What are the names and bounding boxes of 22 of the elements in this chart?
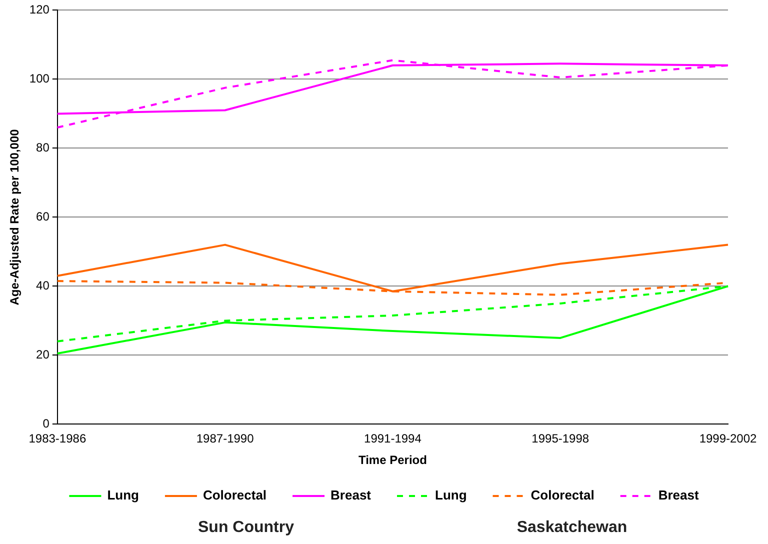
legend-label: Colorectal: [202, 488, 267, 503]
x-tick-label: 1995-1998: [532, 432, 590, 446]
legend-label: Lung: [435, 488, 467, 503]
y-tick-label: 40: [36, 278, 50, 293]
y-tick-label: 100: [29, 72, 50, 86]
text: Saskatchewan: [516, 519, 628, 537]
x-tick-label: 1987-1990: [196, 432, 254, 446]
legend-label: Breast: [330, 488, 372, 503]
y-tick-label: 120: [29, 2, 50, 17]
y-tick-label: 0: [42, 416, 50, 431]
y-axis-title: Age-Adjusted Rate per 100,000: [8, 128, 22, 306]
legend-label: Colorectal: [530, 488, 594, 503]
y-tick-label: 20: [36, 348, 50, 362]
legend-label: Breast: [658, 488, 700, 503]
x-axis-title: Time Period: [358, 453, 427, 468]
y-tick-label: 60: [36, 210, 50, 224]
x-tick-label: 1991-1994: [364, 432, 422, 446]
legend-label: Lung: [107, 488, 140, 503]
text: Sun Country: [197, 519, 295, 537]
x-tick-label: 1999-2002: [699, 432, 758, 446]
x-tick-label: 1983-1986: [28, 432, 86, 446]
y-tick-label: 80: [36, 140, 50, 155]
